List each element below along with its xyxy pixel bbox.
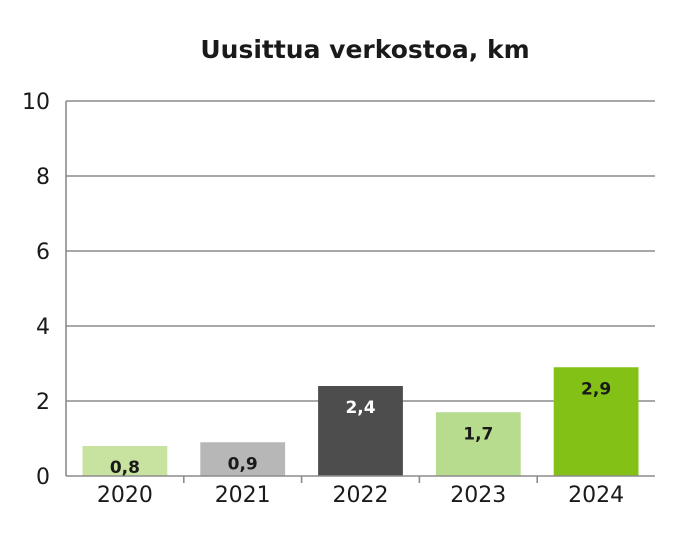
y-tick-label: 2 (36, 390, 50, 415)
bar-2022 (318, 386, 403, 476)
y-tick-label: 6 (36, 240, 50, 265)
data-label-2023: 1,7 (463, 424, 493, 444)
axes (65, 101, 655, 483)
bars (82, 367, 639, 476)
x-tick-label: 2023 (450, 483, 506, 508)
y-tick-label: 8 (36, 165, 50, 190)
bar-2020 (82, 446, 168, 476)
data-label-2022: 2,4 (345, 398, 375, 418)
data-label-2020: 0,8 (110, 458, 140, 478)
chart-title: Uusittua verkostoa, km (200, 35, 529, 64)
y-tick-label: 10 (22, 90, 50, 115)
data-label-2024: 2,9 (581, 379, 611, 399)
x-tick-label: 2021 (215, 483, 271, 508)
x-tick-label: 2024 (568, 483, 624, 508)
labels: 0 2 4 6 8 10 0,8 2020 0,9 2021 2,4 2022 1,7 2023 2,9 20… (22, 90, 624, 508)
bar-2024 (553, 367, 639, 476)
y-tick-label: 0 (36, 465, 50, 490)
data-label-2021: 0,9 (228, 454, 258, 474)
x-tick-label: 2022 (333, 483, 389, 508)
bar-2021 (200, 442, 286, 476)
bar-2023 (435, 412, 521, 476)
x-tick-label: 2020 (97, 483, 153, 508)
y-tick-label: 4 (36, 315, 50, 340)
grid-lines (66, 100, 655, 402)
